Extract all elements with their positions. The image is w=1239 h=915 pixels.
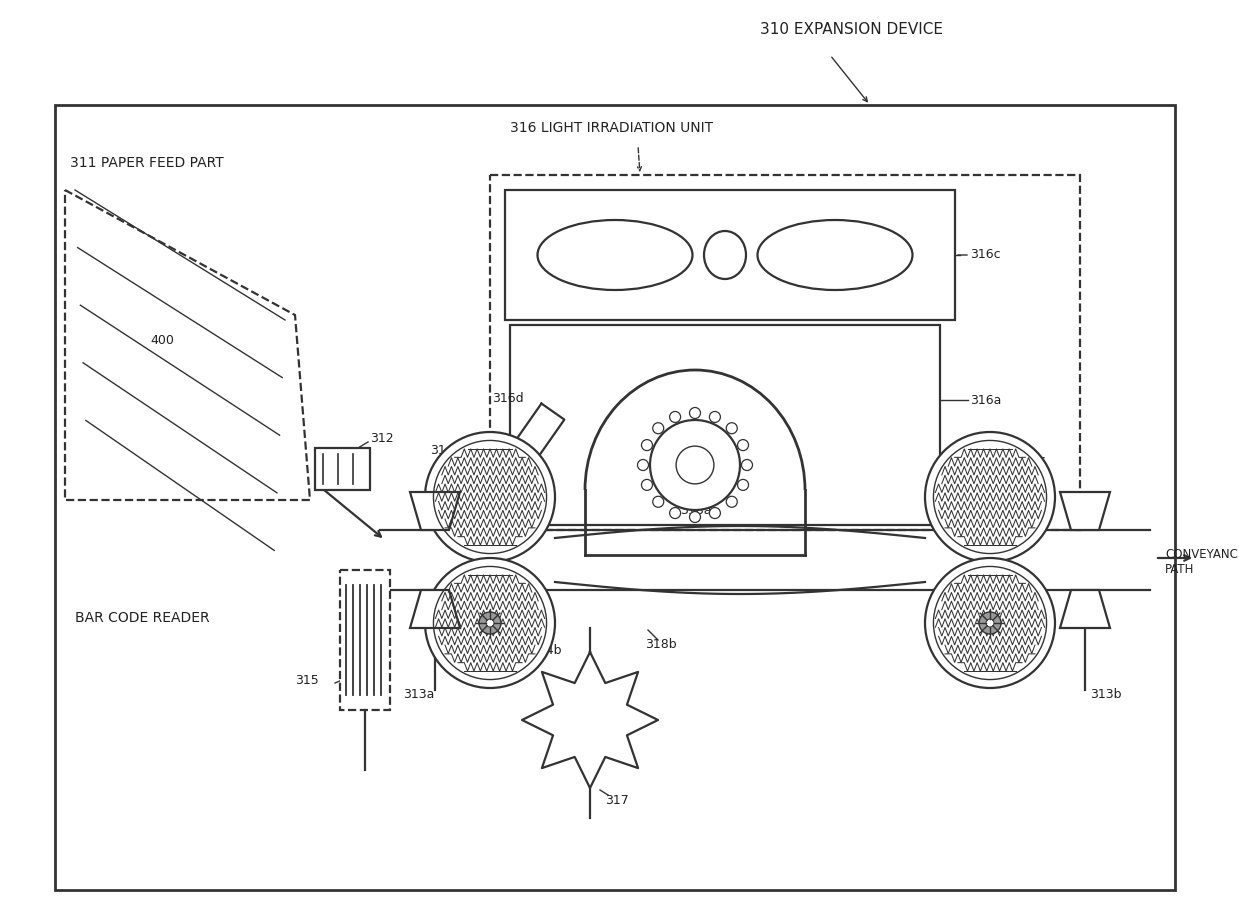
Text: 316d: 316d bbox=[492, 392, 524, 404]
Circle shape bbox=[676, 447, 714, 484]
Circle shape bbox=[425, 558, 555, 688]
Text: 310 EXPANSION DEVICE: 310 EXPANSION DEVICE bbox=[760, 23, 943, 38]
Circle shape bbox=[650, 420, 740, 510]
Text: 316 LIGHT IRRADIATION UNIT: 316 LIGHT IRRADIATION UNIT bbox=[510, 121, 714, 135]
Circle shape bbox=[710, 508, 720, 519]
Text: CONVEYANCE
PATH: CONVEYANCE PATH bbox=[1165, 548, 1239, 576]
Circle shape bbox=[726, 423, 737, 434]
Circle shape bbox=[926, 432, 1054, 562]
Bar bbox=[55, 105, 1175, 890]
Circle shape bbox=[689, 407, 700, 418]
Text: BAR CODE READER: BAR CODE READER bbox=[76, 611, 209, 625]
Text: 314c: 314c bbox=[1015, 454, 1046, 467]
Bar bbox=[510, 325, 940, 525]
Text: 318a: 318a bbox=[680, 503, 711, 516]
Circle shape bbox=[653, 423, 664, 434]
Text: 314d: 314d bbox=[1000, 663, 1032, 676]
Text: 315: 315 bbox=[295, 673, 318, 686]
Circle shape bbox=[926, 558, 1054, 688]
Text: 311 PAPER FEED PART: 311 PAPER FEED PART bbox=[69, 156, 224, 170]
Circle shape bbox=[486, 619, 494, 627]
Circle shape bbox=[425, 432, 555, 562]
Text: 313a: 313a bbox=[403, 688, 435, 702]
Text: 312: 312 bbox=[370, 432, 394, 445]
Circle shape bbox=[726, 496, 737, 507]
Circle shape bbox=[741, 459, 752, 470]
Polygon shape bbox=[1061, 590, 1110, 628]
Circle shape bbox=[737, 439, 748, 450]
Text: 314a: 314a bbox=[430, 444, 461, 457]
Text: 316b: 316b bbox=[970, 454, 1001, 467]
Circle shape bbox=[669, 412, 680, 423]
Text: 313b: 313b bbox=[1090, 688, 1121, 702]
Polygon shape bbox=[1061, 492, 1110, 530]
Text: 316c: 316c bbox=[970, 249, 1001, 262]
Text: 317: 317 bbox=[605, 793, 628, 806]
Circle shape bbox=[638, 459, 648, 470]
Circle shape bbox=[642, 439, 653, 450]
Circle shape bbox=[737, 479, 748, 490]
Polygon shape bbox=[64, 190, 310, 500]
Circle shape bbox=[986, 619, 994, 627]
Circle shape bbox=[669, 508, 680, 519]
Circle shape bbox=[710, 412, 720, 423]
Polygon shape bbox=[522, 652, 658, 788]
Circle shape bbox=[479, 612, 501, 634]
Bar bbox=[339, 570, 390, 710]
Text: 400: 400 bbox=[150, 333, 173, 347]
Bar bbox=[489, 175, 1080, 530]
Circle shape bbox=[979, 612, 1001, 634]
Circle shape bbox=[689, 511, 700, 522]
Polygon shape bbox=[410, 590, 460, 628]
Text: 314b: 314b bbox=[530, 643, 561, 656]
Text: 316a: 316a bbox=[970, 393, 1001, 406]
Bar bbox=[506, 190, 955, 320]
Text: 318b: 318b bbox=[646, 639, 676, 651]
Circle shape bbox=[653, 496, 664, 507]
Polygon shape bbox=[410, 492, 460, 530]
Circle shape bbox=[642, 479, 653, 490]
Bar bbox=[315, 448, 370, 490]
